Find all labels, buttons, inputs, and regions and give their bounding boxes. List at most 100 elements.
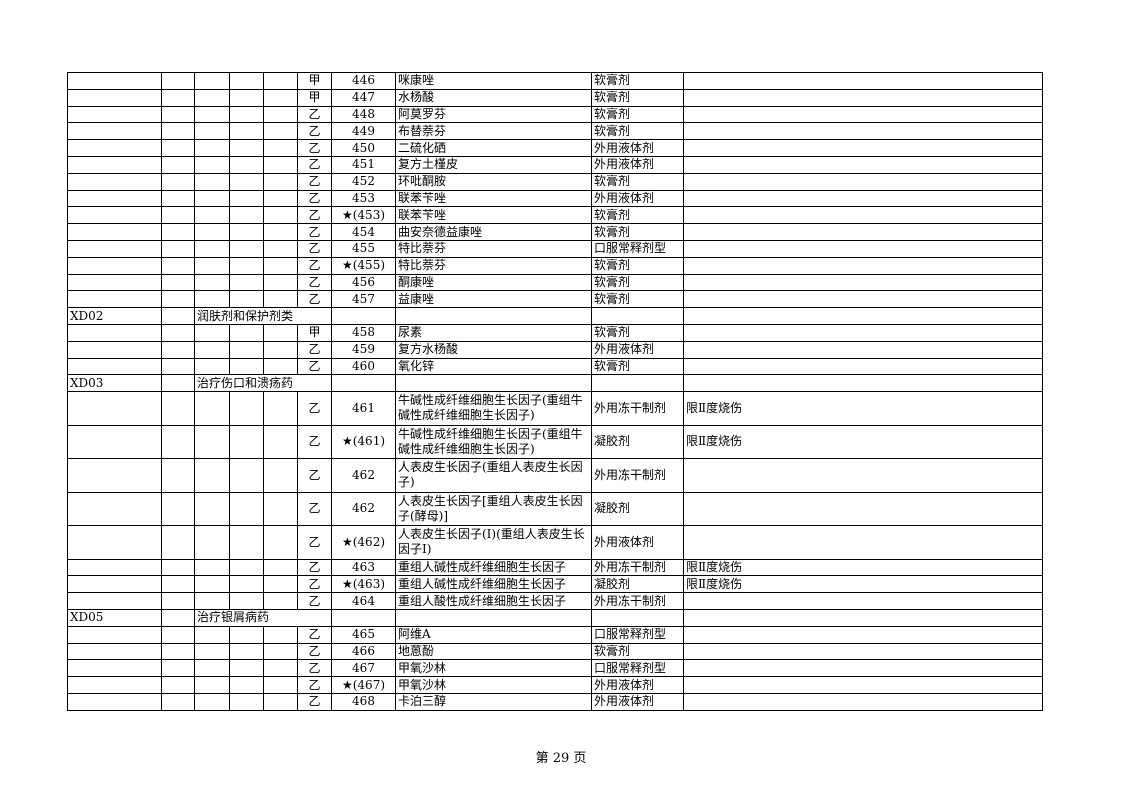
table-row: 乙 455 特比萘芬 口服常释剂型 (67, 239, 1043, 258)
category-title: 润肤剂和保护剂类 (194, 307, 332, 325)
remark (683, 72, 1043, 90)
drug-grade: 甲 (297, 323, 332, 342)
empty-cell (194, 558, 230, 577)
drug-number: 450 (331, 139, 396, 157)
empty-cell (263, 105, 298, 124)
empty-cell (395, 374, 592, 393)
drug-number: 454 (331, 223, 396, 241)
dosage-form: 软膏剂 (591, 122, 684, 141)
empty-cell (67, 592, 162, 611)
dosage-form: 软膏剂 (591, 172, 684, 191)
empty-cell (67, 273, 162, 292)
empty-cell (194, 155, 230, 174)
empty-cell (67, 676, 162, 695)
category-code: XD02 (67, 307, 162, 325)
remark (683, 625, 1043, 644)
empty-cell (229, 72, 264, 90)
empty-cell (229, 693, 264, 711)
drug-grade: 乙 (297, 273, 332, 292)
empty-cell (67, 575, 162, 594)
empty-cell (229, 323, 264, 342)
empty-cell (263, 642, 298, 661)
empty-cell (229, 88, 264, 107)
category-title: 治疗伤口和溃疡药 (194, 374, 332, 393)
empty-cell (683, 609, 1043, 627)
drug-name: 咪康唑 (395, 72, 592, 90)
empty-cell (263, 223, 298, 241)
drug-name: 牛碱性成纤维细胞生长因子(重组牛碱性成纤维细胞生长因子) (395, 424, 592, 460)
remark (683, 223, 1043, 241)
remark (683, 88, 1043, 107)
empty-cell (229, 122, 264, 141)
empty-cell (263, 122, 298, 141)
table-row: 甲 446 咪康唑 软膏剂 (67, 72, 1043, 90)
drug-number: 448 (331, 105, 396, 124)
empty-cell (229, 575, 264, 594)
empty-cell (229, 458, 264, 493)
category-row: XD03 治疗伤口和溃疡药 (67, 374, 1043, 393)
remark (683, 323, 1043, 342)
empty-cell (263, 323, 298, 342)
drug-number: 465 (331, 625, 396, 644)
empty-cell (67, 391, 162, 426)
empty-cell (263, 172, 298, 191)
empty-cell (67, 223, 162, 241)
dosage-form: 外用冻干制剂 (591, 592, 684, 611)
empty-cell (67, 642, 162, 661)
drug-name: 甲氧沙林 (395, 659, 592, 678)
empty-cell (229, 525, 264, 560)
table-row: 乙 451 复方土槿皮 外用液体剂 (67, 155, 1043, 174)
drug-grade: 乙 (297, 676, 332, 695)
dosage-form: 外用液体剂 (591, 139, 684, 157)
remark (683, 172, 1043, 191)
empty-cell (67, 256, 162, 275)
table-row: 乙 452 环吡酮胺 软膏剂 (67, 172, 1043, 191)
dosage-form: 外用液体剂 (591, 676, 684, 695)
table-row: 乙 454 曲安奈德益康唑 软膏剂 (67, 223, 1043, 241)
empty-cell (161, 223, 195, 241)
table-row: 乙 449 布替萘芬 软膏剂 (67, 122, 1043, 141)
drug-grade: 乙 (297, 659, 332, 678)
table-row: 乙 463 重组人碱性成纤维细胞生长因子 外用冻干制剂 限Ⅱ度烧伤 (67, 558, 1043, 577)
drug-grade: 乙 (297, 357, 332, 376)
empty-cell (67, 122, 162, 141)
dosage-form: 软膏剂 (591, 357, 684, 376)
empty-cell (263, 424, 298, 460)
empty-cell (194, 592, 230, 611)
empty-cell (161, 206, 195, 225)
empty-cell (263, 189, 298, 208)
empty-cell (67, 88, 162, 107)
empty-cell (263, 155, 298, 174)
empty-cell (67, 172, 162, 191)
table-row: 乙 ★(455) 特比萘芬 软膏剂 (67, 256, 1043, 275)
empty-cell (67, 458, 162, 493)
drug-name: 阿维A (395, 625, 592, 644)
drug-grade: 乙 (297, 642, 332, 661)
drug-number: 447 (331, 88, 396, 107)
drug-grade: 乙 (297, 625, 332, 644)
empty-cell (229, 155, 264, 174)
empty-cell (67, 340, 162, 359)
empty-cell (194, 391, 230, 426)
empty-cell (161, 172, 195, 191)
drug-number: 467 (331, 659, 396, 678)
empty-cell (194, 357, 230, 376)
drug-name: 特比萘芬 (395, 256, 592, 275)
drug-number: 461 (331, 391, 396, 426)
empty-cell (161, 273, 195, 292)
empty-cell (194, 642, 230, 661)
empty-cell (263, 206, 298, 225)
drug-name: 甲氧沙林 (395, 676, 592, 695)
remark (683, 155, 1043, 174)
drug-number: 456 (331, 273, 396, 292)
table-row: 乙 467 甲氧沙林 口服常释剂型 (67, 659, 1043, 678)
category-row: XD02 润肤剂和保护剂类 (67, 307, 1043, 325)
empty-cell (263, 340, 298, 359)
drug-name: 环吡酮胺 (395, 172, 592, 191)
drug-name: 布替萘芬 (395, 122, 592, 141)
drug-number: 463 (331, 558, 396, 577)
remark (683, 139, 1043, 157)
empty-cell (67, 206, 162, 225)
empty-cell (229, 223, 264, 241)
dosage-form: 外用冻干制剂 (591, 558, 684, 577)
